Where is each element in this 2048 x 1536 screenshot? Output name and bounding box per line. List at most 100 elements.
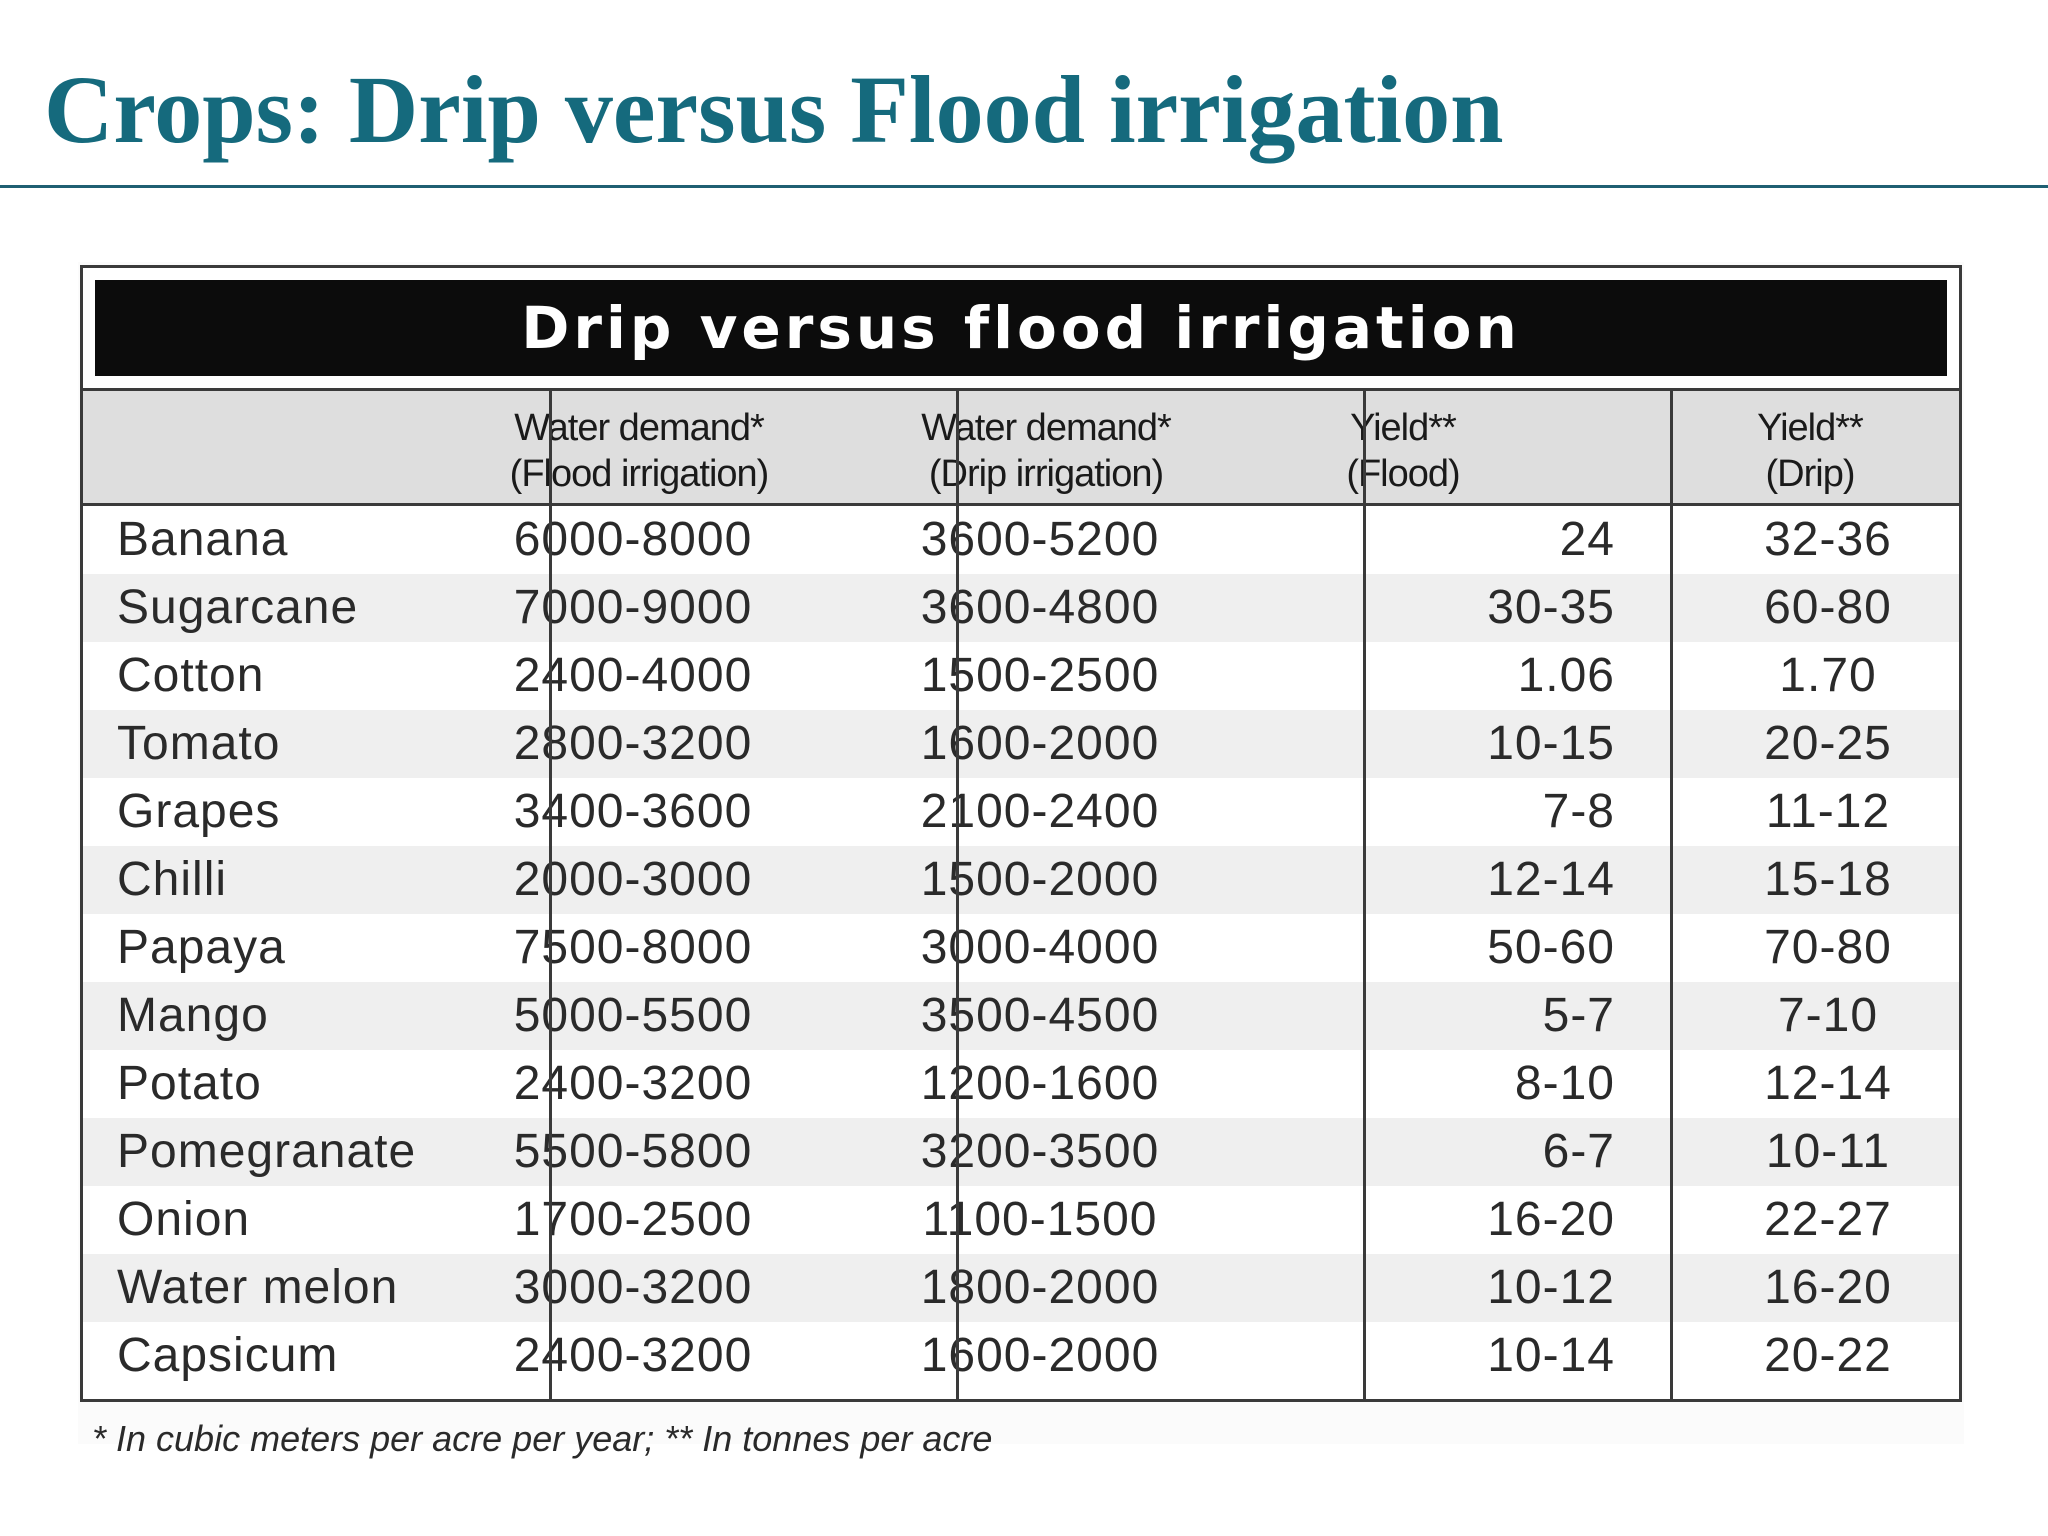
cell-water-flood: 7500-8000 (513, 921, 753, 974)
cell-water-drip: 1500-2000 (920, 853, 1160, 906)
cell-yield-flood: 10-12 (1487, 1261, 1615, 1314)
cell-yield-drip: 12-14 (1764, 1057, 1892, 1110)
cell-yield-flood: 10-15 (1487, 717, 1615, 770)
cell-yield-flood: 12-14 (1487, 853, 1615, 906)
cell-yield-flood: 24 (1559, 513, 1615, 566)
cell-crop: Grapes (117, 785, 281, 838)
cell-yield-drip: 20-22 (1764, 1329, 1892, 1382)
column-divider (549, 388, 552, 1399)
table-row: Mango 5000-5500 3500-4500 5-7 7-10 (83, 982, 1959, 1050)
cell-crop: Mango (117, 989, 269, 1042)
cell-crop: Chilli (117, 853, 228, 906)
cell-yield-drip: 60-80 (1764, 581, 1892, 634)
cell-crop: Cotton (117, 649, 265, 702)
cell-water-drip: 3000-4000 (920, 921, 1160, 974)
cell-crop: Potato (117, 1057, 262, 1110)
cell-yield-drip: 15-18 (1764, 853, 1892, 906)
table-footnote: * In cubic meters per acre per year; ** … (92, 1418, 993, 1459)
table-row: Cotton 2400-4000 1500-2500 1.06 1.70 (83, 642, 1959, 710)
column-divider (956, 388, 959, 1399)
table-row: Onion 1700-2500 1100-1500 16-20 22-27 (83, 1186, 1959, 1254)
table-header-band (83, 388, 1959, 506)
cell-yield-drip: 10-11 (1765, 1125, 1891, 1178)
header-yield-drip-line1: Yield** (1757, 407, 1864, 449)
cell-water-flood: 5500-5800 (513, 1125, 753, 1178)
cell-water-drip: 1100-1500 (922, 1193, 1158, 1246)
header-water-flood-line1: Water demand* (514, 407, 765, 449)
cell-crop: Banana (117, 513, 289, 566)
cell-yield-flood: 16-20 (1487, 1193, 1615, 1246)
cell-water-flood: 2400-3200 (513, 1329, 753, 1382)
cell-water-flood: 6000-8000 (513, 513, 753, 566)
header-yield-flood-line1: Yield** (1350, 407, 1457, 449)
header-water-drip-line2: (Drip irrigation) (928, 453, 1164, 495)
cell-yield-drip: 20-25 (1764, 717, 1892, 770)
cell-yield-flood: 1.06 (1517, 649, 1615, 702)
header-yield-flood: Yield** (Flood) (1253, 406, 1553, 496)
cell-yield-drip: 70-80 (1764, 921, 1892, 974)
cell-crop: Capsicum (117, 1329, 339, 1382)
cell-water-drip: 3600-5200 (920, 513, 1160, 566)
cell-yield-drip: 32-36 (1764, 513, 1892, 566)
irrigation-table: Drip versus flood irrigation Water deman… (80, 265, 1962, 1402)
header-water-flood: Water demand* (Flood irrigation) (439, 406, 839, 496)
cell-water-drip: 1600-2000 (920, 717, 1160, 770)
cell-yield-flood: 6-7 (1542, 1125, 1615, 1178)
table-row: Grapes 3400-3600 2100-2400 7-8 11-12 (83, 778, 1959, 846)
table-row: Tomato 2800-3200 1600-2000 10-15 20-25 (83, 710, 1959, 778)
table-row: Capsicum 2400-3200 1600-2000 10-14 20-22 (83, 1322, 1959, 1390)
header-yield-drip-line2: (Drip) (1765, 453, 1856, 495)
cell-yield-flood: 7-8 (1542, 785, 1615, 838)
cell-water-flood: 3400-3600 (513, 785, 753, 838)
table-row: Papaya 7500-8000 3000-4000 50-60 70-80 (83, 914, 1959, 982)
cell-water-flood: 2800-3200 (513, 717, 753, 770)
table-row: Sugarcane 7000-9000 3600-4800 30-35 60-8… (83, 574, 1959, 642)
cell-yield-flood: 50-60 (1487, 921, 1615, 974)
cell-yield-flood: 10-14 (1487, 1329, 1615, 1382)
cell-yield-drip: 22-27 (1764, 1193, 1892, 1246)
cell-crop: Pomegranate (117, 1125, 417, 1178)
cell-yield-drip: 16-20 (1764, 1261, 1892, 1314)
table-row: Banana 6000-8000 3600-5200 24 32-36 (83, 506, 1959, 574)
table-row: Water melon 3000-3200 1800-2000 10-12 16… (83, 1254, 1959, 1322)
cell-crop: Onion (117, 1193, 251, 1246)
header-water-drip-line1: Water demand* (921, 407, 1172, 449)
table-title: Drip versus flood irrigation (95, 280, 1947, 376)
cell-water-drip: 1200-1600 (920, 1057, 1160, 1110)
cell-water-flood: 7000-9000 (513, 581, 753, 634)
column-divider (1670, 388, 1673, 1399)
cell-crop: Sugarcane (117, 581, 359, 634)
cell-crop: Water melon (117, 1261, 399, 1314)
cell-water-flood: 2000-3000 (513, 853, 753, 906)
header-crop (83, 406, 436, 496)
table-row: Chilli 2000-3000 1500-2000 12-14 15-18 (83, 846, 1959, 914)
cell-water-drip: 2100-2400 (920, 785, 1160, 838)
table-row: Pomegranate 5500-5800 3200-3500 6-7 10-1… (83, 1118, 1959, 1186)
cell-yield-drip: 1.70 (1779, 649, 1877, 702)
cell-water-flood: 2400-4000 (513, 649, 753, 702)
cell-water-drip: 1800-2000 (920, 1261, 1160, 1314)
cell-crop: Papaya (117, 921, 286, 974)
cell-yield-drip: 7-10 (1777, 989, 1879, 1042)
header-water-drip: Water demand* (Drip irrigation) (846, 406, 1246, 496)
cell-crop: Tomato (117, 717, 281, 770)
title-divider (0, 185, 2048, 188)
column-divider (1363, 388, 1366, 1399)
cell-water-flood: 3000-3200 (513, 1261, 753, 1314)
header-yield-drip: Yield** (Drip) (1660, 406, 1960, 496)
cell-water-drip: 3600-4800 (920, 581, 1160, 634)
cell-water-drip: 3500-4500 (920, 989, 1160, 1042)
cell-water-flood: 1700-2500 (513, 1193, 753, 1246)
cell-yield-flood: 8-10 (1514, 1057, 1615, 1110)
cell-yield-flood: 30-35 (1487, 581, 1615, 634)
cell-water-flood: 2400-3200 (513, 1057, 753, 1110)
cell-water-drip: 1500-2500 (920, 649, 1160, 702)
slide-title: Crops: Drip versus Flood irrigation (44, 56, 1504, 163)
cell-water-drip: 1600-2000 (920, 1329, 1160, 1382)
header-water-flood-line2: (Flood irrigation) (509, 453, 770, 495)
cell-yield-flood: 5-7 (1542, 989, 1615, 1042)
table-row: Potato 2400-3200 1200-1600 8-10 12-14 (83, 1050, 1959, 1118)
cell-water-drip: 3200-3500 (920, 1125, 1160, 1178)
cell-yield-drip: 11-12 (1765, 785, 1891, 838)
cell-water-flood: 5000-5500 (513, 989, 753, 1042)
